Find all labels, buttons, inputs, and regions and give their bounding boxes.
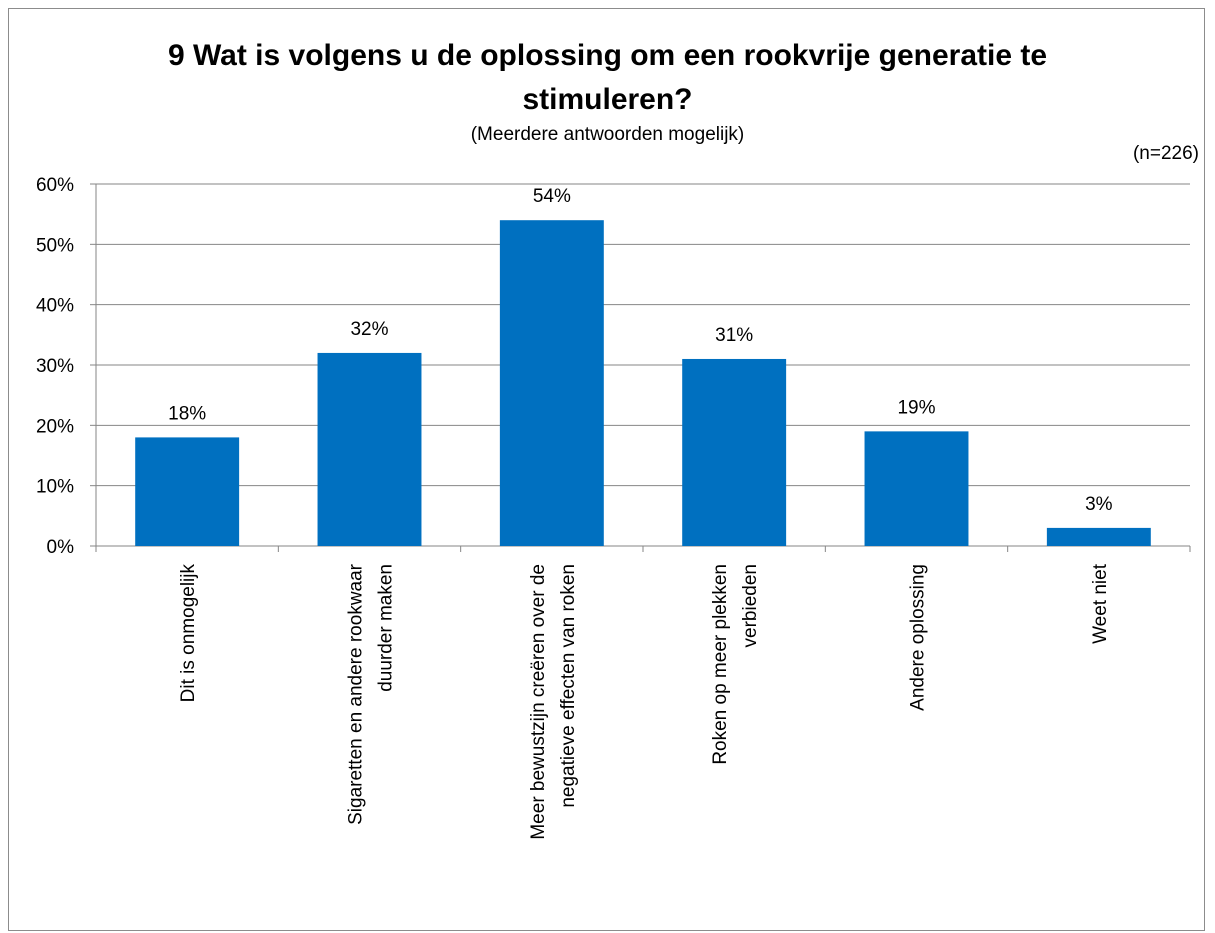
chart-subtitle: (Meerdere antwoorden mogelijk)	[470, 124, 745, 145]
category-label: Dit is onmogelijk	[178, 564, 199, 703]
data-label: 18%	[168, 403, 206, 424]
category-label: Andere oplossing	[908, 564, 929, 711]
category-label: Weet niet	[1090, 563, 1111, 644]
bar	[135, 437, 240, 546]
bar	[864, 431, 969, 546]
category-label: duurder maken	[376, 564, 397, 692]
y-tick-label: 50%	[36, 235, 74, 256]
y-tick-label: 0%	[47, 537, 75, 558]
sample-size-note: (n=226)	[1132, 143, 1199, 164]
chart-title-line-2: stimuleren?	[522, 83, 693, 116]
data-label: 19%	[897, 397, 935, 418]
chart-title-line-1: 9 Wat is volgens u de oplossing om een r…	[167, 39, 1048, 72]
data-label: 54%	[533, 186, 571, 207]
category-label: Meer bewustzijn creëren over de	[528, 564, 549, 840]
category-label: Sigaretten en andere rookwaar	[346, 563, 367, 825]
y-tick-label: 20%	[36, 416, 74, 437]
bar	[682, 358, 787, 546]
category-label: negatieve effecten van roken	[558, 564, 579, 808]
bar	[1046, 527, 1151, 546]
bar	[317, 352, 422, 546]
bar	[499, 220, 604, 546]
y-tick-label: 30%	[36, 356, 74, 377]
category-label: verbieden	[740, 564, 761, 647]
data-label: 3%	[1085, 494, 1113, 515]
category-label: Roken op meer plekken	[710, 564, 731, 765]
y-tick-label: 10%	[36, 477, 74, 498]
data-label: 32%	[350, 319, 388, 340]
y-tick-label: 40%	[36, 296, 74, 317]
chart-title: 9 Wat is volgens u de oplossing om een r…	[0, 34, 1215, 122]
y-tick-label: 60%	[36, 175, 74, 196]
data-label: 31%	[715, 325, 753, 346]
